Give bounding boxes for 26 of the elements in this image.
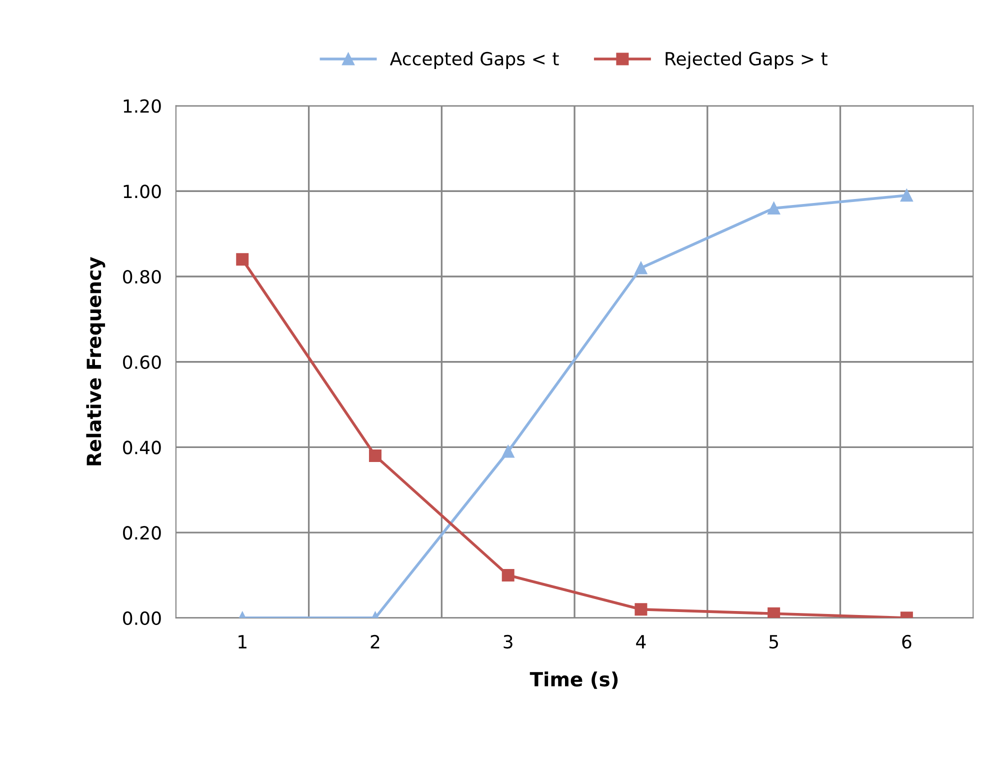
point [900,189,913,202]
x-tick-label: 2 [370,634,380,648]
x-tick-label: 5 [769,635,778,649]
y-tick-label: 1.20 [124,99,161,113]
legend-label: Rejected Gaps > t [666,52,828,70]
x-tick-label: 3 [504,634,512,649]
y-axis-title: Relative Frequency [86,257,106,466]
point [634,262,648,274]
x-tick-label: 1 [238,635,246,648]
x-tick-label: 4 [636,635,646,648]
point [634,603,648,616]
y-tick-label: 0.20 [123,526,161,540]
point [236,253,249,266]
y-tick-label: 0.40 [123,440,161,454]
point [768,202,780,214]
point [368,450,382,462]
y-tick-label: 0.80 [123,270,161,284]
point [768,607,780,618]
y-tick-label: 0.60 [123,355,161,369]
legend-label: Accepted Gaps < t [390,52,559,70]
point [502,569,514,582]
y-tick-label: 0.00 [123,611,161,626]
point [502,445,514,458]
x-axis-title: Time (s) [530,672,618,689]
y-tick-label: 1.00 [124,184,161,198]
x-tick-label: 6 [902,634,912,649]
